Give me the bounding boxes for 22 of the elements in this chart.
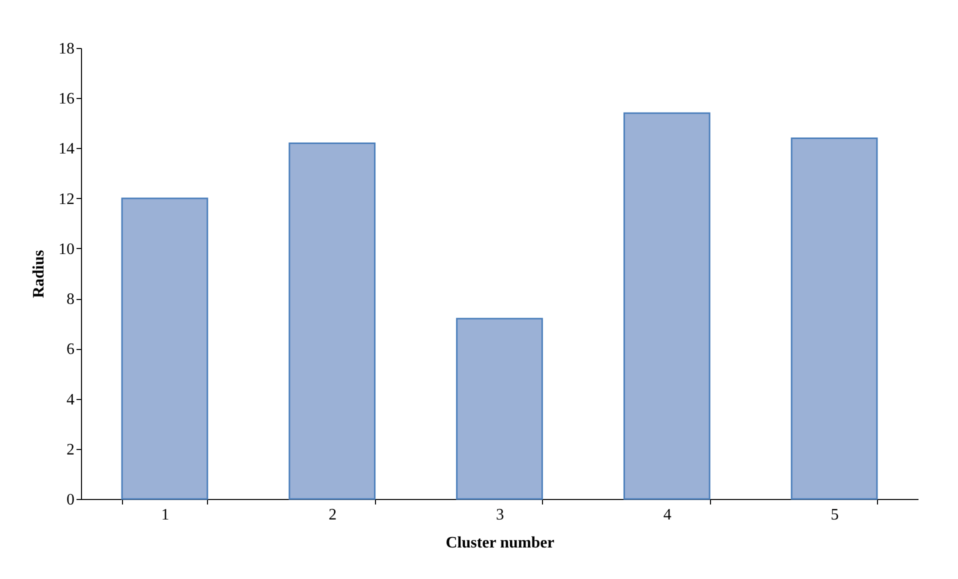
x-tick-label: 3 [496,506,504,524]
y-tick-label: 4 [66,391,74,408]
y-tick-label: 18 [58,40,74,58]
y-tick-label: 14 [58,140,74,158]
y-tick-label: 16 [58,90,74,108]
x-tick-label: 4 [663,506,672,524]
y-tick-label: 2 [66,441,74,458]
x-tick-label: 2 [328,506,337,524]
bar [790,137,878,500]
bar [456,318,543,500]
y-tick-label: 0 [66,492,74,508]
x-tick-label: 1 [161,506,170,524]
x-tick-label: 5 [830,506,839,524]
y-tick-label: 12 [58,190,74,208]
bar [623,112,710,500]
x-axis-title: Cluster number [446,534,554,552]
y-axis-title: Radius [30,250,48,298]
bar [288,142,376,500]
bar [121,198,208,500]
y-tick-label: 8 [66,291,74,308]
y-tick-label: 10 [58,240,74,258]
y-tick-label: 6 [66,341,74,358]
